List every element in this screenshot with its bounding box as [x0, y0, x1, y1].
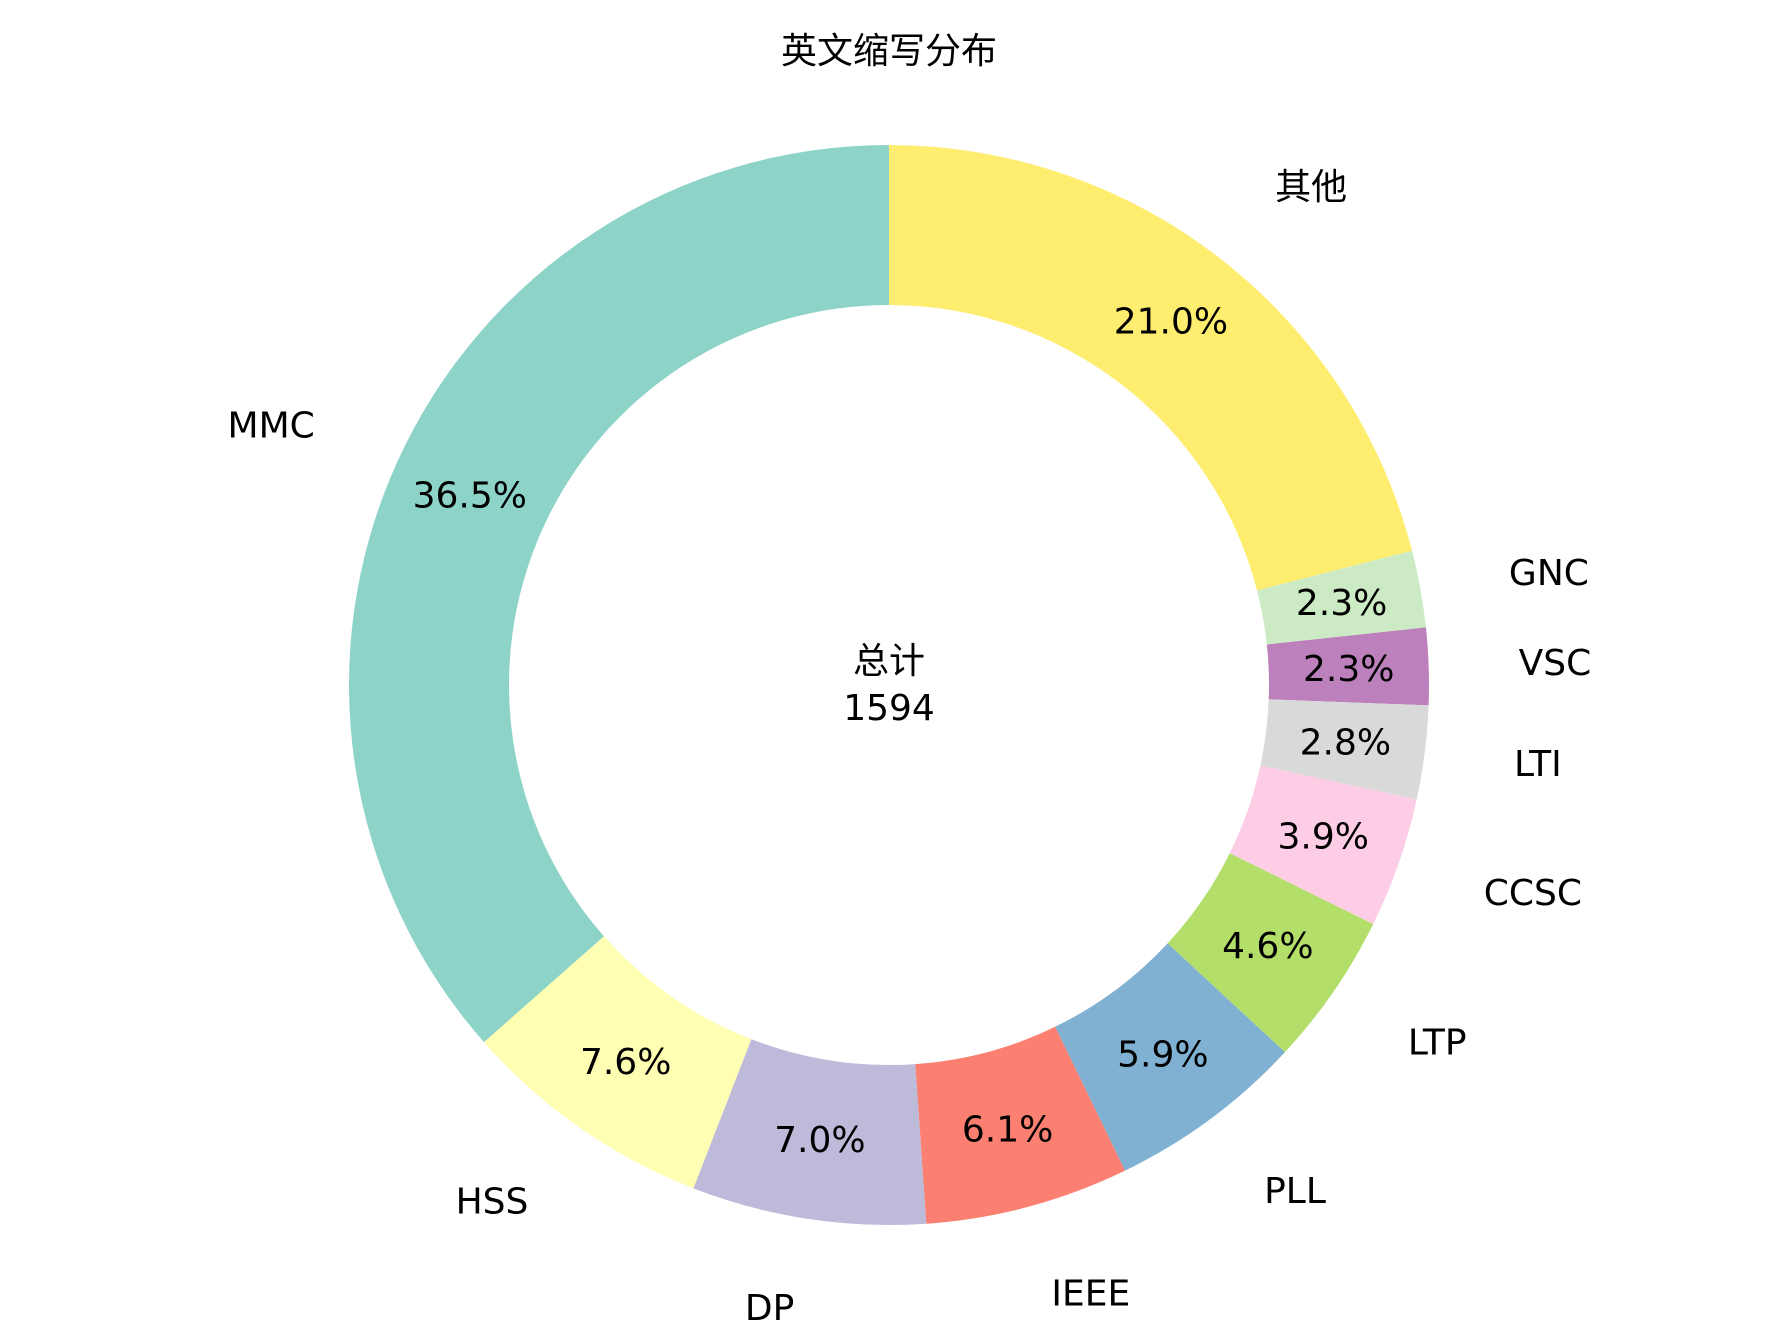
slice-mmc: [348, 145, 889, 1043]
pct-label-mmc: 36.5%: [413, 476, 527, 517]
category-label-ccsc: CCSC: [1484, 873, 1582, 914]
category-label-dp: DP: [745, 1288, 794, 1322]
slice-ccsc: [1229, 765, 1417, 925]
pct-label-ltp: 4.6%: [1222, 926, 1313, 967]
chart-title: 英文缩写分布: [781, 31, 997, 72]
slice-vsc: [1266, 627, 1429, 706]
center-total-label: 总计: [853, 641, 925, 682]
category-label-mmc: MMC: [228, 406, 315, 447]
slice-dp: [693, 1039, 927, 1225]
category-label-lti: LTI: [1514, 744, 1562, 785]
category-label-hss: HSS: [456, 1182, 529, 1223]
pct-label-dp: 7.0%: [774, 1120, 865, 1161]
slice-hss: [483, 936, 752, 1189]
category-label-ieee: IEEE: [1051, 1274, 1130, 1315]
slice-pll: [1055, 943, 1285, 1171]
pct-label-hss: 7.6%: [580, 1042, 671, 1083]
pct-label-pll: 5.9%: [1117, 1035, 1208, 1076]
labels-group: 21.0% 其他 2.3% GNC 2.3% VSC 2.8% LTI 3.9% CCSC 4.6%…: [228, 167, 1592, 1322]
slice-lti: [1260, 699, 1429, 800]
pct-label-vsc: 2.3%: [1303, 649, 1394, 690]
category-label-ltp: LTP: [1408, 1022, 1467, 1063]
slice-gnc: [1257, 550, 1426, 645]
category-label-vsc: VSC: [1519, 643, 1592, 684]
slice-ltp: [1167, 853, 1374, 1053]
pct-label-lti: 2.8%: [1300, 723, 1391, 764]
category-label-pll: PLL: [1264, 1171, 1326, 1212]
slice-其他: [889, 145, 1413, 591]
category-label-gnc: GNC: [1509, 553, 1589, 594]
center-total-value: 1594: [843, 688, 935, 729]
pct-label-gnc: 2.3%: [1296, 583, 1387, 624]
pct-label-ieee: 6.1%: [962, 1109, 1053, 1150]
pct-label-其他: 21.0%: [1114, 302, 1228, 343]
slices-group: [348, 145, 1429, 1225]
slice-ieee: [915, 1026, 1126, 1224]
pct-label-ccsc: 3.9%: [1278, 817, 1369, 858]
center-group: 总计 1594: [843, 641, 935, 729]
category-label-其他: 其他: [1275, 167, 1347, 208]
